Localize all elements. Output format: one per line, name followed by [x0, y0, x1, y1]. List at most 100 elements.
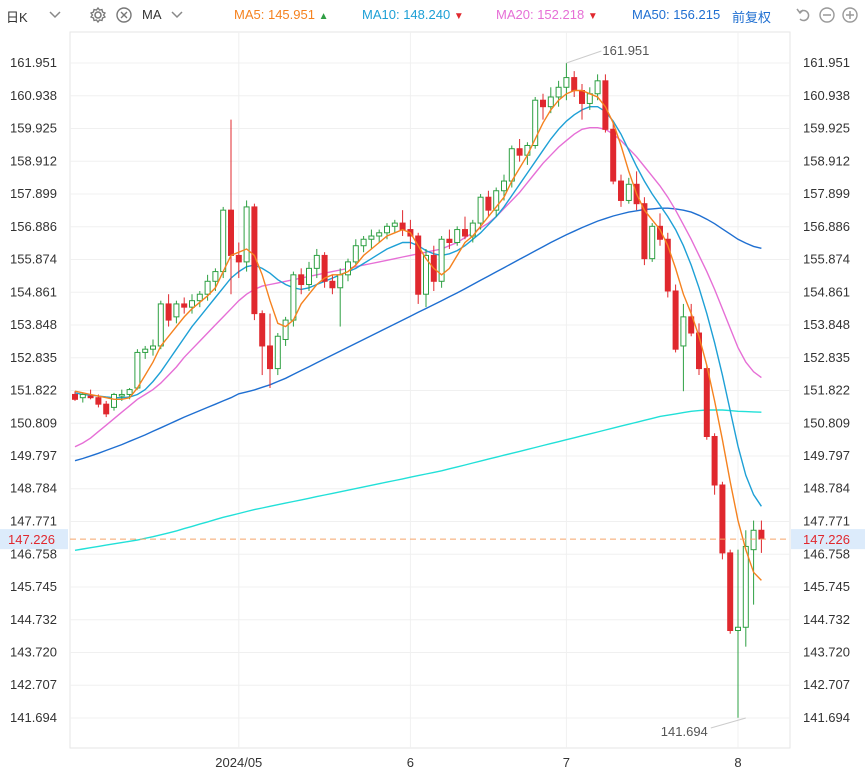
candle-down — [259, 313, 266, 347]
candle-up — [173, 303, 180, 318]
candle-down — [672, 290, 679, 350]
candle-down — [485, 196, 492, 211]
indicator-selector[interactable]: MA — [142, 7, 162, 22]
y-tick-label-left: 161.951 — [10, 55, 57, 70]
candle-up — [493, 190, 500, 211]
y-tick-label-left: 142.707 — [10, 677, 57, 692]
candle-up — [594, 80, 601, 95]
candle-down — [641, 203, 648, 260]
candle-down — [321, 254, 328, 282]
y-tick-label-right: 145.745 — [803, 579, 850, 594]
candle-up — [423, 254, 429, 295]
candle-up — [376, 232, 383, 237]
plot-area-frame — [69, 31, 791, 749]
candle-down — [446, 238, 453, 243]
y-tick-label-right: 160.938 — [803, 88, 850, 103]
y-tick-label-right: 148.784 — [803, 481, 850, 496]
candle-up — [290, 274, 297, 321]
candle-up — [680, 316, 687, 347]
candle-down — [540, 99, 546, 108]
candle-down — [235, 254, 242, 263]
close-circle-icon[interactable] — [115, 6, 133, 24]
y-tick-label-right: 147.771 — [803, 514, 850, 529]
y-tick-label-left: 141.694 — [10, 710, 57, 725]
ma5-value: 145.951 — [267, 7, 315, 22]
y-tick-label-right: 150.809 — [803, 415, 850, 430]
candle-up — [142, 348, 149, 353]
y-tick-label-right: 159.925 — [803, 121, 850, 136]
ma50-label: MA50: — [632, 7, 670, 22]
candle-down — [95, 397, 102, 405]
y-tick-label-right: 149.797 — [803, 448, 850, 463]
ma200-line — [74, 409, 762, 551]
current-price-label-right: 147.226 — [803, 532, 850, 547]
candle-up — [625, 183, 632, 201]
zoom-in-icon[interactable] — [841, 6, 859, 24]
ma50-value: 156.215 — [673, 7, 721, 22]
candle-up — [555, 86, 562, 98]
high-leader-line — [566, 50, 602, 64]
y-tick-label-left: 153.848 — [10, 317, 57, 332]
candle-down — [165, 303, 172, 321]
low-leader-line — [710, 717, 746, 729]
candle-up — [547, 96, 554, 108]
current-price-label-left: 147.226 — [8, 532, 55, 547]
candle-down — [462, 229, 468, 237]
y-tick-label-right: 152.835 — [803, 350, 850, 365]
candle-up — [750, 529, 757, 551]
y-tick-label-right: 143.720 — [803, 644, 850, 659]
candle-down — [298, 274, 305, 286]
candle-up — [477, 196, 484, 224]
candle-up — [735, 626, 741, 632]
y-tick-label-left: 154.861 — [10, 284, 57, 299]
candle-up — [243, 206, 250, 263]
candle-up — [220, 209, 227, 273]
y-tick-label-right: 153.848 — [803, 317, 850, 332]
ma5-label: MA5: — [234, 7, 265, 22]
y-tick-label-left: 157.899 — [10, 186, 57, 201]
chevron-down-icon[interactable] — [170, 7, 188, 25]
x-tick-label: 6 — [407, 755, 414, 770]
ma20-value: 152.218 — [537, 7, 585, 22]
candle-down — [664, 238, 671, 292]
period-selector[interactable]: 日K — [6, 10, 28, 25]
ma20-arrow-down-icon: ▼ — [587, 11, 598, 22]
y-tick-label-right: 141.694 — [803, 710, 850, 725]
y-tick-label-left: 148.784 — [10, 481, 57, 496]
candle-up — [532, 99, 539, 146]
candle-up — [337, 274, 344, 289]
settings-gear-icon[interactable] — [89, 6, 107, 24]
ma5-legend: MA5: 145.951 ▲ — [234, 7, 329, 22]
candle-up — [438, 238, 445, 282]
candle-down — [103, 403, 110, 415]
candle-up — [313, 254, 320, 269]
zoom-out-icon[interactable] — [818, 6, 836, 24]
candle-up — [384, 225, 390, 234]
y-tick-label-left: 145.745 — [10, 579, 57, 594]
adjust-mode-button[interactable]: 前复权 — [732, 11, 772, 26]
y-tick-label-right: 154.861 — [803, 284, 850, 299]
candle-up — [126, 389, 133, 395]
candle-down — [696, 332, 702, 370]
candle-up — [563, 77, 570, 88]
y-tick-label-left: 152.835 — [10, 350, 57, 365]
candle-up — [196, 293, 203, 302]
undo-icon[interactable] — [795, 6, 813, 24]
chevron-down-icon[interactable] — [48, 7, 66, 25]
candle-up — [157, 303, 164, 347]
y-tick-label-left: 160.938 — [10, 88, 57, 103]
x-tick-label: 8 — [734, 755, 741, 770]
ma10-value: 148.240 — [403, 7, 451, 22]
ma20-label: MA20: — [496, 7, 534, 22]
candle-up — [360, 238, 367, 247]
ma5-arrow-up-icon: ▲ — [318, 11, 329, 22]
y-tick-label-right: 142.707 — [803, 677, 850, 692]
y-tick-label-right: 161.951 — [803, 55, 850, 70]
y-tick-label-left: 159.925 — [10, 121, 57, 136]
y-tick-label-right: 144.732 — [803, 612, 850, 627]
candle-up — [79, 393, 86, 399]
low-price-label: 141.694 — [661, 724, 708, 739]
candle-up — [368, 235, 375, 240]
candle-down — [181, 303, 188, 308]
